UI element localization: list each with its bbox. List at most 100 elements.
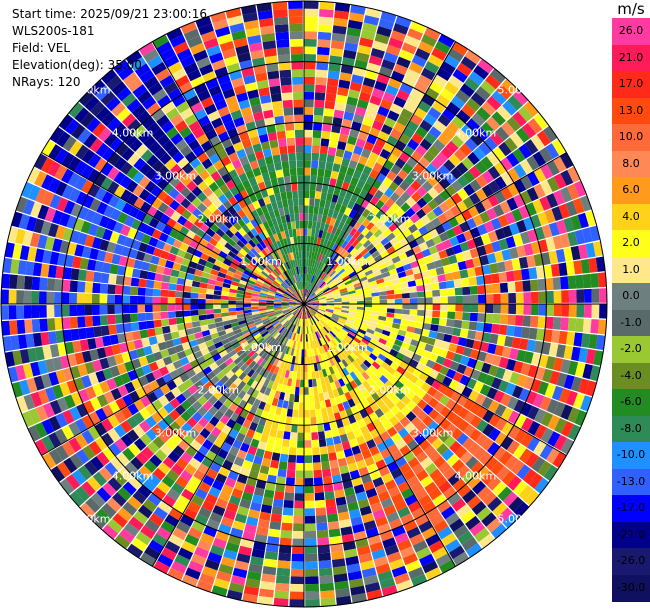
velocity-bin xyxy=(318,297,326,300)
velocity-bin xyxy=(403,520,418,532)
velocity-bin xyxy=(567,360,579,376)
velocity-bin xyxy=(447,48,464,62)
velocity-bin xyxy=(133,157,146,171)
velocity-bin xyxy=(102,335,112,347)
velocity-bin xyxy=(274,224,281,234)
velocity-bin xyxy=(386,511,400,523)
velocity-bin xyxy=(280,446,289,455)
velocity-bin xyxy=(405,233,416,243)
velocity-bin xyxy=(435,372,446,383)
velocity-bin xyxy=(126,166,139,180)
velocity-bin xyxy=(122,71,139,87)
velocity-bin xyxy=(262,221,270,230)
velocity-bin xyxy=(393,288,402,295)
velocity-bin xyxy=(417,74,432,87)
velocity-bin xyxy=(389,518,403,530)
velocity-bin xyxy=(363,574,379,586)
velocity-bin xyxy=(507,410,520,425)
velocity-bin xyxy=(329,217,337,227)
velocity-bin xyxy=(412,540,428,553)
velocity-bin xyxy=(296,167,304,176)
velocity-bin xyxy=(310,283,315,291)
velocity-bin xyxy=(386,353,396,362)
velocity-bin xyxy=(414,488,428,501)
velocity-bin xyxy=(253,111,264,122)
velocity-bin xyxy=(382,420,393,431)
velocity-bin xyxy=(536,328,546,341)
velocity-bin xyxy=(425,533,441,547)
velocity-bin xyxy=(280,368,287,378)
velocity-bin xyxy=(340,328,349,335)
velocity-bin xyxy=(285,214,291,223)
velocity-bin xyxy=(323,274,330,282)
velocity-bin xyxy=(359,37,374,48)
velocity-bin xyxy=(28,408,41,425)
velocity-bin xyxy=(399,416,411,428)
velocity-bin xyxy=(316,378,322,387)
velocity-bin xyxy=(235,300,244,304)
velocity-bin xyxy=(246,264,255,271)
velocity-bin xyxy=(145,312,154,321)
velocity-bin xyxy=(533,113,549,130)
velocity-bin xyxy=(326,359,332,368)
velocity-bin xyxy=(472,214,484,227)
velocity-bin xyxy=(320,254,326,263)
velocity-bin xyxy=(252,398,261,408)
velocity-bin xyxy=(284,114,294,124)
velocity-bin xyxy=(196,580,213,593)
velocity-bin xyxy=(293,251,297,260)
velocity-bin xyxy=(344,103,357,114)
velocity-bin xyxy=(392,242,403,251)
velocity-bin xyxy=(407,439,419,451)
velocity-bin xyxy=(79,257,89,270)
velocity-bin xyxy=(390,468,403,480)
velocity-bin xyxy=(57,253,67,267)
velocity-bin xyxy=(432,289,441,297)
velocity-bin xyxy=(320,283,328,290)
velocity-bin xyxy=(229,284,239,290)
velocity-bin xyxy=(268,313,276,318)
velocity-bin xyxy=(277,468,287,478)
velocity-bin xyxy=(498,141,512,157)
velocity-bin xyxy=(243,309,252,314)
velocity-bin xyxy=(501,121,516,137)
velocity-bin xyxy=(411,405,423,416)
velocity-bin xyxy=(44,358,56,373)
velocity-bin xyxy=(81,149,95,164)
velocity-bin xyxy=(276,240,282,249)
velocity-bin xyxy=(131,268,141,278)
velocity-bin xyxy=(317,545,331,554)
velocity-bin xyxy=(333,573,348,583)
velocity-bin xyxy=(61,441,76,457)
velocity-bin xyxy=(351,276,360,283)
velocity-bin xyxy=(363,15,380,26)
velocity-bin xyxy=(438,281,448,290)
velocity-bin xyxy=(406,400,417,411)
velocity-bin xyxy=(547,431,561,447)
velocity-bin xyxy=(416,197,428,209)
velocity-bin xyxy=(223,219,233,229)
velocity-bin xyxy=(290,348,295,356)
velocity-bin xyxy=(288,314,294,321)
velocity-bin xyxy=(79,502,96,519)
velocity-bin xyxy=(180,186,191,198)
velocity-bin xyxy=(381,585,398,597)
velocity-bin xyxy=(181,422,193,434)
velocity-bin xyxy=(310,333,314,341)
velocity-bin xyxy=(304,478,314,486)
velocity-bin xyxy=(230,109,243,121)
velocity-bin xyxy=(304,23,318,32)
velocity-bin xyxy=(246,477,257,487)
velocity-bin xyxy=(293,402,299,410)
velocity-bin xyxy=(281,305,289,308)
velocity-bin xyxy=(294,386,300,395)
range-ring-label: 5.00km xyxy=(69,512,111,525)
velocity-bin xyxy=(238,99,251,110)
velocity-bin xyxy=(165,235,176,246)
velocity-bin xyxy=(343,263,351,271)
velocity-bin xyxy=(84,282,93,293)
velocity-bin xyxy=(336,266,344,274)
velocity-bin xyxy=(204,103,217,115)
velocity-bin xyxy=(559,152,574,169)
velocity-bin xyxy=(221,287,230,293)
